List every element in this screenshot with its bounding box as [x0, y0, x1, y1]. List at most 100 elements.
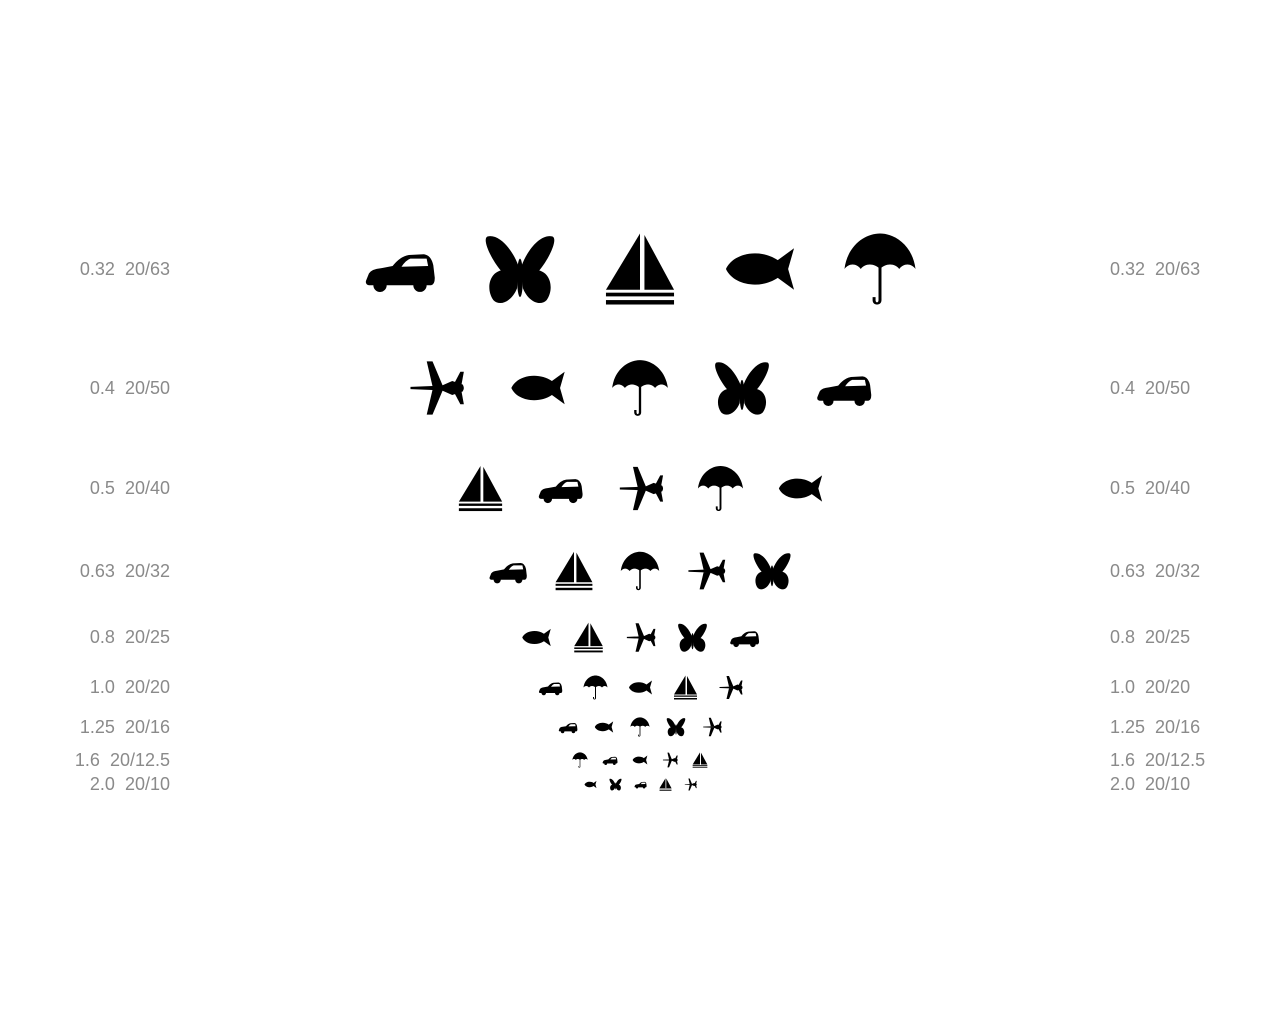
fish-icon: [777, 465, 824, 512]
airplane-icon: [686, 551, 726, 591]
snellen-acuity: 20/40: [1145, 478, 1191, 498]
airplane-icon: [718, 675, 743, 700]
decimal-acuity: 0.32: [79, 259, 115, 279]
fish-icon: [594, 717, 614, 737]
fish-icon: [584, 778, 597, 791]
decimal-acuity: 0.32: [1110, 259, 1146, 279]
decimal-acuity: 2.0: [1110, 774, 1136, 794]
butterfly-icon: [666, 717, 686, 737]
car-icon: [537, 465, 584, 512]
airplane-icon: [617, 465, 664, 512]
decimal-acuity: 1.6: [74, 750, 100, 770]
acuity-label-right: 0.32 20/63: [1110, 260, 1200, 278]
umbrella-icon: [630, 717, 650, 737]
sailboat-icon: [573, 622, 604, 653]
acuity-label-left: 0.8 20/25: [90, 628, 170, 646]
snellen-acuity: 20/16: [1155, 717, 1201, 737]
acuity-label-left: 1.6 20/12.5: [75, 751, 170, 769]
sailboat-icon: [692, 752, 708, 768]
car-icon: [538, 675, 563, 700]
sailboat-icon: [673, 675, 698, 700]
snellen-acuity: 20/20: [1145, 677, 1191, 697]
car-icon: [558, 717, 578, 737]
fish-icon: [628, 675, 653, 700]
acuity-label-left: 1.0 20/20: [90, 678, 170, 696]
snellen-acuity: 20/25: [124, 627, 170, 647]
acuity-label-right: 1.6 20/12.5: [1110, 751, 1205, 769]
snellen-acuity: 20/10: [124, 774, 170, 794]
decimal-acuity: 0.63: [1110, 561, 1146, 581]
umbrella-icon: [572, 752, 588, 768]
butterfly-icon: [752, 551, 792, 591]
snellen-acuity: 20/10: [1145, 774, 1191, 794]
decimal-acuity: 0.5: [1110, 478, 1136, 498]
acuity-label-left: 0.4 20/50: [90, 379, 170, 397]
umbrella-icon: [611, 359, 669, 417]
butterfly-icon: [483, 232, 557, 306]
acuity-label-right: 0.63 20/32: [1110, 562, 1200, 580]
airplane-icon: [625, 622, 656, 653]
airplane-icon: [407, 359, 465, 417]
acuity-label-left: 2.0 20/10: [90, 775, 170, 793]
snellen-acuity: 20/40: [124, 478, 170, 498]
fish-icon: [723, 232, 797, 306]
decimal-acuity: 2.0: [89, 774, 115, 794]
fish-icon: [509, 359, 567, 417]
car-icon: [363, 232, 437, 306]
umbrella-icon: [843, 232, 917, 306]
decimal-acuity: 1.25: [1110, 717, 1146, 737]
fish-icon: [632, 752, 648, 768]
snellen-acuity: 20/50: [1145, 378, 1191, 398]
decimal-acuity: 0.63: [79, 561, 115, 581]
snellen-acuity: 20/16: [124, 717, 170, 737]
car-icon: [602, 752, 618, 768]
fish-icon: [521, 622, 552, 653]
snellen-acuity: 20/20: [124, 677, 170, 697]
butterfly-icon: [608, 778, 622, 791]
snellen-acuity: 20/63: [124, 259, 170, 279]
airplane-icon: [662, 752, 678, 768]
sailboat-icon: [603, 232, 677, 306]
airplane-icon: [702, 717, 722, 737]
car-icon: [815, 359, 873, 417]
butterfly-icon: [677, 622, 708, 653]
decimal-acuity: 0.4: [1110, 378, 1136, 398]
snellen-acuity: 20/25: [1145, 627, 1191, 647]
decimal-acuity: 0.4: [89, 378, 115, 398]
butterfly-icon: [713, 359, 771, 417]
snellen-acuity: 20/50: [124, 378, 170, 398]
car-icon: [488, 551, 528, 591]
snellen-acuity: 20/63: [1155, 259, 1201, 279]
decimal-acuity: 0.8: [89, 627, 115, 647]
car-icon: [633, 778, 647, 791]
car-icon: [729, 622, 760, 653]
acuity-label-right: 1.0 20/20: [1110, 678, 1190, 696]
sailboat-icon: [659, 777, 672, 791]
airplane-icon: [684, 778, 697, 791]
acuity-label-right: 1.25 20/16: [1110, 718, 1200, 736]
acuity-label-left: 1.25 20/16: [80, 718, 170, 736]
snellen-acuity: 20/12.5: [109, 750, 170, 770]
snellen-acuity: 20/32: [124, 561, 170, 581]
decimal-acuity: 1.25: [79, 717, 115, 737]
decimal-acuity: 0.8: [1110, 627, 1136, 647]
acuity-label-right: 0.8 20/25: [1110, 628, 1190, 646]
sailboat-icon: [554, 551, 594, 591]
snellen-acuity: 20/32: [1155, 561, 1201, 581]
umbrella-icon: [620, 551, 660, 591]
acuity-label-right: 0.4 20/50: [1110, 379, 1190, 397]
umbrella-icon: [697, 465, 744, 512]
umbrella-icon: [583, 675, 608, 700]
decimal-acuity: 1.0: [1110, 677, 1136, 697]
acuity-label-right: 0.5 20/40: [1110, 479, 1190, 497]
acuity-label-left: 0.63 20/32: [80, 562, 170, 580]
decimal-acuity: 1.0: [89, 677, 115, 697]
decimal-acuity: 1.6: [1110, 750, 1136, 770]
acuity-label-left: 0.5 20/40: [90, 479, 170, 497]
decimal-acuity: 0.5: [89, 478, 115, 498]
sailboat-icon: [457, 465, 504, 512]
snellen-acuity: 20/12.5: [1145, 750, 1206, 770]
acuity-label-right: 2.0 20/10: [1110, 775, 1190, 793]
acuity-label-left: 0.32 20/63: [80, 260, 170, 278]
